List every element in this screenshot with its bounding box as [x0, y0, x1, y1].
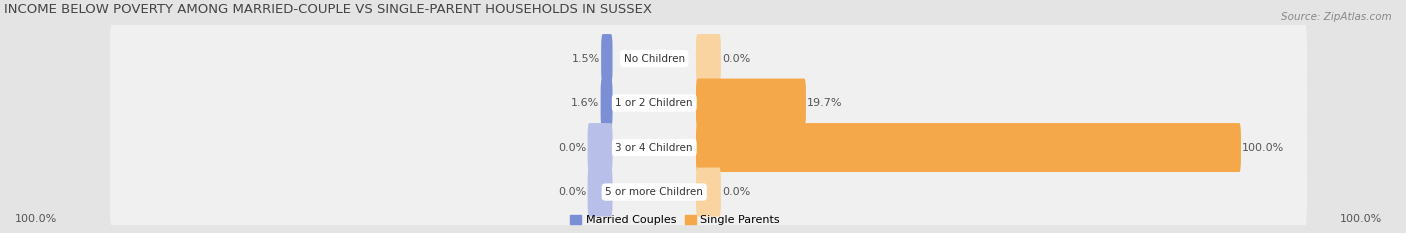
- Text: No Children: No Children: [624, 54, 685, 64]
- Text: 3 or 4 Children: 3 or 4 Children: [616, 143, 693, 153]
- Text: Source: ZipAtlas.com: Source: ZipAtlas.com: [1281, 12, 1392, 22]
- FancyBboxPatch shape: [696, 168, 721, 216]
- FancyBboxPatch shape: [110, 156, 1308, 228]
- FancyBboxPatch shape: [600, 79, 613, 127]
- Text: 19.7%: 19.7%: [807, 98, 842, 108]
- Text: 0.0%: 0.0%: [721, 54, 751, 64]
- Text: 0.0%: 0.0%: [558, 187, 586, 197]
- Text: INCOME BELOW POVERTY AMONG MARRIED-COUPLE VS SINGLE-PARENT HOUSEHOLDS IN SUSSEX: INCOME BELOW POVERTY AMONG MARRIED-COUPL…: [4, 3, 652, 16]
- Text: 0.0%: 0.0%: [721, 187, 751, 197]
- FancyBboxPatch shape: [602, 34, 613, 83]
- Legend: Married Couples, Single Parents: Married Couples, Single Parents: [565, 211, 785, 230]
- Text: 100.0%: 100.0%: [1241, 143, 1284, 153]
- FancyBboxPatch shape: [588, 168, 613, 216]
- FancyBboxPatch shape: [696, 34, 721, 83]
- Text: 1.5%: 1.5%: [572, 54, 600, 64]
- Text: 1 or 2 Children: 1 or 2 Children: [616, 98, 693, 108]
- Text: 0.0%: 0.0%: [558, 143, 586, 153]
- Text: 5 or more Children: 5 or more Children: [606, 187, 703, 197]
- FancyBboxPatch shape: [110, 67, 1308, 139]
- FancyBboxPatch shape: [588, 123, 613, 172]
- FancyBboxPatch shape: [696, 123, 1241, 172]
- FancyBboxPatch shape: [696, 79, 806, 127]
- Text: 100.0%: 100.0%: [15, 214, 58, 224]
- FancyBboxPatch shape: [110, 111, 1308, 184]
- FancyBboxPatch shape: [110, 22, 1308, 95]
- Text: 1.6%: 1.6%: [571, 98, 599, 108]
- Text: 100.0%: 100.0%: [1340, 214, 1382, 224]
